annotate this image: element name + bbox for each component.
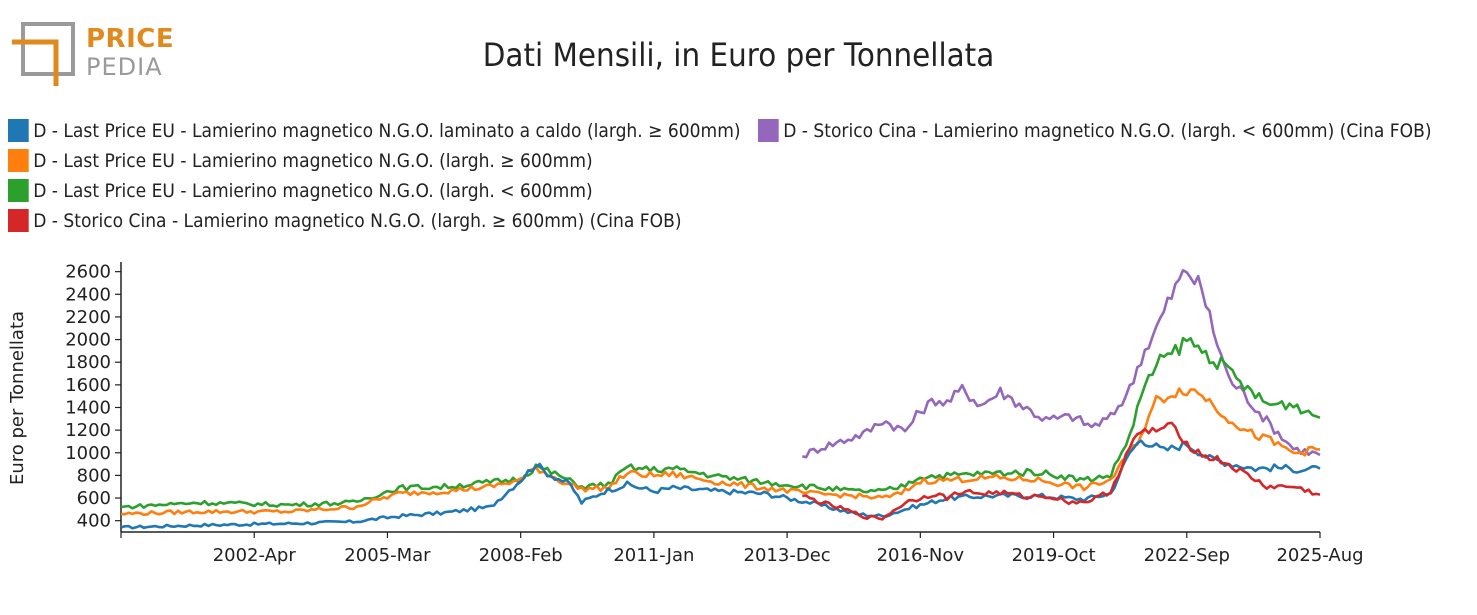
y-tick-label: 600 <box>77 488 111 509</box>
series-line-3 <box>120 387 1321 517</box>
y-tick-label: 1000 <box>65 443 111 464</box>
legend-label-3: D - Last Price EU - Lamierino magnetico … <box>33 149 593 172</box>
legend-item-3[interactable]: D - Last Price EU - Lamierino magnetico … <box>8 149 593 172</box>
series-line-2 <box>801 269 1321 459</box>
x-tick-label: 2016-Nov <box>877 545 965 566</box>
legend-swatch-1 <box>8 119 29 142</box>
x-tick-label: 2005-Mar <box>344 545 431 566</box>
y-tick-label: 400 <box>77 511 111 532</box>
x-tick-label: 2013-Dec <box>744 545 831 566</box>
x-tick-label: 2022-Sep <box>1144 545 1230 566</box>
y-tick-label: 2200 <box>65 307 111 328</box>
logo-mark <box>9 22 75 89</box>
y-tick-label: 1800 <box>65 352 111 373</box>
legend-swatch-4 <box>8 179 29 202</box>
y-tick-label: 1200 <box>65 420 111 441</box>
legend-label-2: D - Storico Cina - Lamierino magnetico N… <box>783 119 1432 142</box>
x-axis: 2002-Apr 2005-Mar 2008-Feb 2011-Jan 2013-Dec… <box>120 531 1364 566</box>
legend-label-4: D - Last Price EU - Lamierino magnetico … <box>33 179 593 202</box>
legend-label-1: D - Last Price EU - Lamierino magnetico … <box>33 119 741 142</box>
legend-item-4[interactable]: D - Last Price EU - Lamierino magnetico … <box>8 179 593 202</box>
y-tick-label: 1400 <box>65 397 111 418</box>
chart-title: Dati Mensili, in Euro per Tonnellata <box>482 36 995 74</box>
x-tick-label: 2025-Aug <box>1276 545 1363 566</box>
y-axis-label: Euro per Tonnellata <box>7 311 28 485</box>
legend-swatch-2 <box>758 119 779 142</box>
series-line-4 <box>120 336 1321 510</box>
x-tick-label: 2011-Jan <box>613 545 694 566</box>
logo-word-price: PRICE <box>86 24 175 54</box>
legend-swatch-3 <box>8 149 29 172</box>
y-tick-label: 2000 <box>65 330 111 351</box>
x-tick-label: 2008-Feb <box>479 545 563 566</box>
y-tick-label: 800 <box>77 465 111 486</box>
legend-item-2[interactable]: D - Storico Cina - Lamierino magnetico N… <box>758 119 1432 142</box>
legend-item-1[interactable]: D - Last Price EU - Lamierino magnetico … <box>8 119 741 142</box>
legend-swatch-5 <box>8 209 29 232</box>
pricepedia-logo: PRICE PEDIA <box>8 22 174 92</box>
plot-area <box>120 269 1321 530</box>
y-tick-label: 2400 <box>65 284 111 305</box>
legend-item-5[interactable]: D - Storico Cina - Lamierino magnetico N… <box>8 209 682 232</box>
x-tick-label: 2002-Apr <box>213 545 297 566</box>
y-tick-label: 2600 <box>65 262 111 283</box>
logo-word-pedia: PEDIA <box>86 53 163 81</box>
y-axis: 4006008001000120014001600180020002200240… <box>65 262 122 532</box>
series-line-5 <box>802 421 1321 521</box>
y-tick-label: 1600 <box>65 375 111 396</box>
legend-label-5: D - Storico Cina - Lamierino magnetico N… <box>33 209 682 232</box>
x-tick-label: 2019-Oct <box>1012 545 1096 566</box>
